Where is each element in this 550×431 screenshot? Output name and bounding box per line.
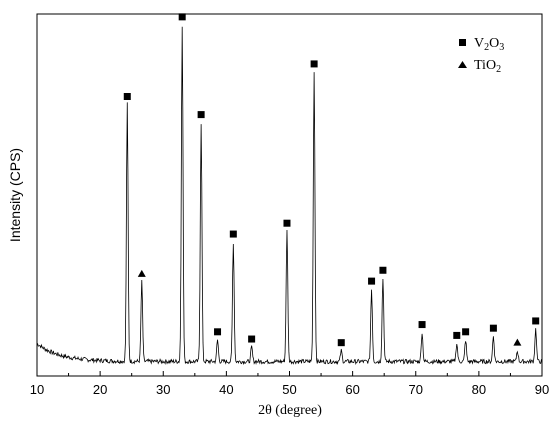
legend-label-tio2: TiO2: [474, 58, 501, 75]
v2o3-peak-marker: [178, 13, 186, 21]
tio2-peak-marker: [513, 338, 522, 346]
y-axis-title: Intensity (CPS): [7, 148, 23, 242]
v2o3-peak-marker: [489, 324, 497, 332]
x-axis-title: 2θ (degree): [258, 403, 322, 418]
legend: V2O3 TiO2: [458, 36, 504, 75]
v2o3-peak-marker: [532, 317, 540, 325]
v2o3-peak-marker: [418, 321, 426, 329]
v2o3-peak-marker: [283, 219, 291, 227]
x-tick-label: 10: [30, 382, 44, 397]
v2o3-peak-marker: [453, 331, 461, 339]
peak-markers: [123, 13, 540, 347]
x-tick-label: 90: [535, 382, 549, 397]
v2o3-peak-marker: [462, 328, 470, 336]
x-tick-label: 70: [409, 382, 423, 397]
v2o3-peak-marker: [337, 339, 345, 347]
v2o3-peak-marker: [197, 111, 205, 119]
legend-marker-tio2: [458, 61, 467, 68]
tio2-peak-marker: [137, 269, 146, 277]
legend-label-v2o3: V2O3: [474, 36, 504, 53]
plot-area: 10 20 30 40 50 60 70 80 90: [30, 13, 549, 397]
v2o3-peak-marker: [214, 328, 222, 336]
v2o3-peak-marker: [379, 266, 387, 274]
x-tick-label: 60: [345, 382, 359, 397]
v2o3-peak-marker: [123, 93, 131, 100]
x-tick-label: 30: [156, 382, 170, 397]
v2o3-peak-marker: [229, 230, 237, 238]
legend-marker-v2o3: [459, 39, 466, 46]
v2o3-peak-marker: [368, 277, 376, 285]
v2o3-peak-marker: [310, 60, 318, 68]
x-tick-label: 40: [219, 382, 233, 397]
xrd-pattern-line: [36, 26, 543, 366]
v2o3-peak-marker: [248, 335, 256, 343]
x-tick-label: 50: [282, 382, 296, 397]
plot-frame: [36, 13, 543, 377]
x-tick-label: 80: [472, 382, 486, 397]
x-tick-label: 20: [93, 382, 107, 397]
x-axis-tick-labels: 10 20 30 40 50 60 70 80 90: [30, 382, 549, 397]
x-axis-ticks: [36, 371, 543, 376]
